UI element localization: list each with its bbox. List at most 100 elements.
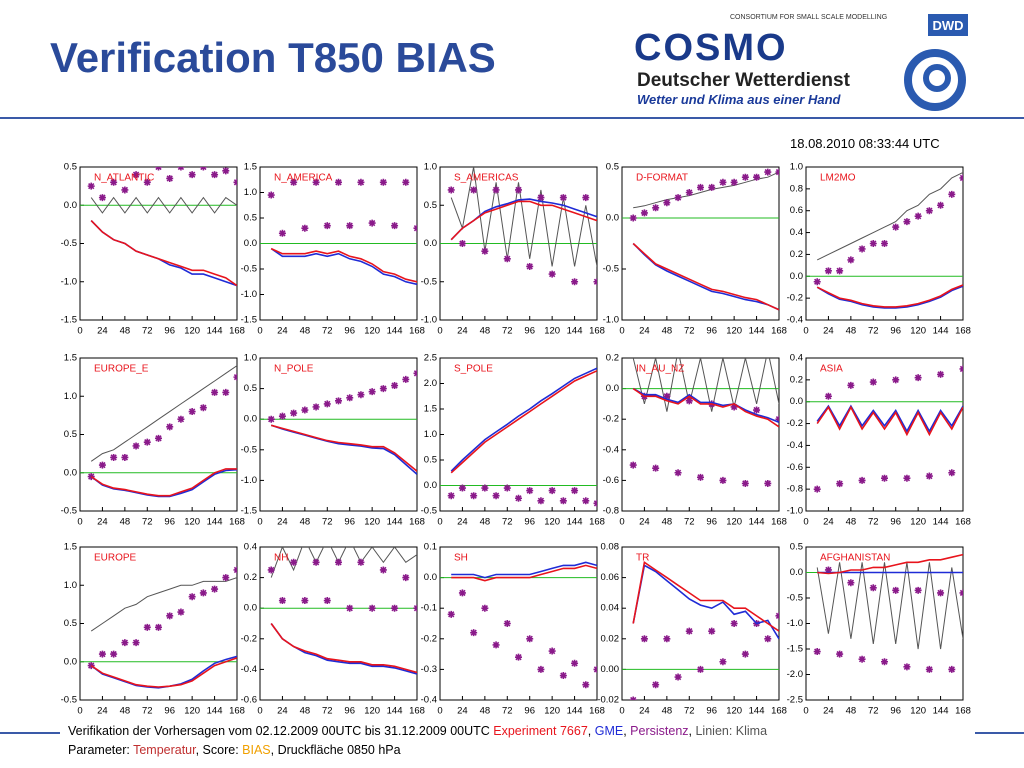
persistence-marker <box>571 659 579 667</box>
y-tick-label: -1.0 <box>787 506 803 517</box>
persistence-marker <box>663 392 671 400</box>
y-tick-label: 0.0 <box>424 238 437 249</box>
y-tick-label: 0.0 <box>606 383 619 394</box>
persistence-marker <box>290 409 298 417</box>
persistence-marker <box>824 267 832 275</box>
x-tick-label: 120 <box>726 517 742 528</box>
x-tick-label: 48 <box>120 517 131 528</box>
y-tick-label: -0.2 <box>603 414 619 425</box>
x-tick-label: 168 <box>229 326 245 337</box>
persistence-marker <box>267 191 275 199</box>
x-tick-label: 48 <box>662 706 673 717</box>
x-tick-label: 24 <box>277 517 288 528</box>
y-tick-label: 0.06 <box>601 572 620 583</box>
persistence-marker <box>492 186 500 194</box>
x-tick-label: 144 <box>933 517 949 528</box>
y-tick-label: -0.5 <box>421 276 437 287</box>
persistence-marker <box>391 382 399 390</box>
footer-text: Experiment 7667 <box>493 724 588 738</box>
x-tick-label: 120 <box>544 706 560 717</box>
y-tick-label: -1.5 <box>61 315 77 326</box>
x-tick-label: 24 <box>639 326 650 337</box>
y-tick-label: 0.2 <box>244 572 257 583</box>
y-tick-label: -0.4 <box>241 664 257 675</box>
x-tick-label: 24 <box>823 326 834 337</box>
x-tick-label: 144 <box>933 326 949 337</box>
persistence-marker <box>741 173 749 181</box>
persistence-marker <box>346 604 354 612</box>
x-tick-label: 48 <box>120 326 131 337</box>
persistence-marker <box>925 472 933 480</box>
persistence-marker <box>582 497 590 505</box>
x-tick-label: 24 <box>457 326 468 337</box>
y-tick-label: -1.0 <box>787 618 803 629</box>
x-tick-label: 168 <box>409 326 425 337</box>
x-tick-label: 96 <box>706 706 717 717</box>
persistence-marker <box>323 222 331 230</box>
x-tick-label: 144 <box>749 706 765 717</box>
x-tick-label: 24 <box>457 706 468 717</box>
persistence-marker <box>278 412 286 420</box>
persistence-marker <box>98 194 106 202</box>
y-tick-label: -0.2 <box>241 633 257 644</box>
persistence-marker <box>402 178 410 186</box>
x-tick-label: 24 <box>823 517 834 528</box>
persistence-marker <box>903 474 911 482</box>
persistence-marker <box>188 593 196 601</box>
y-tick-label: -0.5 <box>61 695 77 706</box>
y-tick-label: 1.0 <box>424 162 437 173</box>
x-tick-label: 96 <box>524 326 535 337</box>
x-tick-label: 0 <box>619 517 624 528</box>
persistence-marker <box>515 494 522 502</box>
plot-area <box>806 172 963 309</box>
y-tick-label: 2.5 <box>424 353 437 364</box>
footer-line-2: Parameter: Temperatur, Score: BIAS, Druc… <box>68 743 401 757</box>
panel: -0.4 -0.3 -0.2 -0.1 0.0 0.1 0 24 48 72 96 120 144 168… <box>421 542 605 717</box>
x-tick-label: 168 <box>409 517 425 528</box>
persistence-marker <box>402 574 410 582</box>
y-tick-label: -0.2 <box>787 293 803 304</box>
plot-area <box>440 367 597 507</box>
persistence-marker <box>559 672 567 680</box>
x-tick-label: 120 <box>910 326 926 337</box>
x-tick-label: 0 <box>77 706 82 717</box>
x-tick-label: 24 <box>97 326 108 337</box>
footer-line-1: Verifikation der Vorhersagen vom 02.12.2… <box>68 724 767 738</box>
persistence-marker <box>775 168 779 176</box>
persistence-marker <box>959 365 963 373</box>
x-tick-label: 144 <box>207 517 223 528</box>
y-tick-label: 0.2 <box>790 374 803 385</box>
x-tick-label: 168 <box>771 326 787 337</box>
y-tick-label: -0.3 <box>421 664 437 675</box>
persistence-marker <box>948 190 956 198</box>
footer-text: Verifikation der Vorhersagen vom 02.12.2… <box>68 724 493 738</box>
persistence-marker <box>515 653 522 661</box>
persistence-marker <box>211 388 219 396</box>
panel: -1.0 -0.8 -0.6 -0.4 -0.2 0.0 0.2 0.4 0 24 48 72 96 12… <box>787 353 971 528</box>
x-tick-label: 24 <box>457 517 468 528</box>
persistence-marker <box>470 186 478 194</box>
x-tick-label: 168 <box>409 706 425 717</box>
x-tick-label: 72 <box>684 517 695 528</box>
panel: -0.8 -0.6 -0.4 -0.2 0.0 0.2 0 24 48 72 96 120 144 168… <box>603 353 787 528</box>
x-tick-label: 144 <box>567 326 583 337</box>
x-tick-label: 0 <box>437 326 442 337</box>
persistence-marker <box>847 579 855 587</box>
x-tick-label: 144 <box>567 706 583 717</box>
series-line <box>632 358 779 412</box>
y-tick-label: 0.4 <box>790 227 803 238</box>
persistence-marker <box>312 178 320 186</box>
x-tick-label: 120 <box>364 326 380 337</box>
persistence-marker <box>335 178 342 186</box>
persistence-marker <box>640 209 648 217</box>
y-tick-label: -1.5 <box>241 506 257 517</box>
persistence-marker <box>663 199 671 207</box>
y-tick-label: 0.0 <box>244 238 257 249</box>
y-tick-label: 0.5 <box>64 429 77 440</box>
series-line <box>90 365 237 462</box>
persistence-marker <box>379 385 387 393</box>
x-tick-label: 72 <box>502 326 513 337</box>
y-tick-label: 1.0 <box>244 353 257 364</box>
y-tick-label: -0.2 <box>421 633 437 644</box>
series-line <box>816 172 963 261</box>
